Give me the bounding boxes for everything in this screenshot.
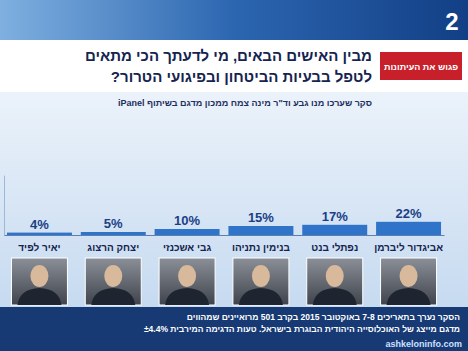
footer-band <box>0 307 468 351</box>
y-axis-line <box>4 176 5 236</box>
data-label: 17% <box>322 209 348 224</box>
bar <box>228 226 293 235</box>
x-tick-label: יאיר לפיד <box>18 242 60 253</box>
x-tick: בנימין נתניהו <box>232 235 291 253</box>
photo-frame <box>381 258 437 305</box>
data-label: 15% <box>248 210 274 225</box>
photo-frame <box>159 258 215 305</box>
title: לטפל בבעיות הביטחון ובפיגועי הטרור? <box>111 68 372 85</box>
footnote: מדגם מייצג של האוכלוסייה היהודית הבוגרת … <box>144 324 460 334</box>
data-label: 4% <box>30 217 49 232</box>
top-band <box>0 0 468 40</box>
photos <box>11 258 436 305</box>
photo-frame <box>307 258 363 305</box>
photo <box>159 258 215 305</box>
photo-frame <box>233 258 289 305</box>
photo-head <box>400 265 418 287</box>
photo <box>11 258 67 305</box>
photo-body <box>387 288 431 305</box>
bar <box>155 229 220 235</box>
x-tick: גבי אשכנזי <box>163 235 211 253</box>
data-label: 22% <box>396 206 422 221</box>
x-tick-label: נפתלי בנט <box>311 242 358 253</box>
x-tick-label: בנימין נתניהו <box>232 242 291 253</box>
photo-head <box>252 265 270 287</box>
bars <box>7 222 441 235</box>
photo-head <box>104 265 122 287</box>
bar <box>7 233 72 235</box>
panel <box>0 40 468 308</box>
channel: 2 <box>445 8 458 35</box>
x-axis-line <box>5 235 445 236</box>
bar <box>302 225 367 235</box>
y-axis <box>4 176 5 236</box>
x-tick: אביגדור ליברמן <box>374 235 443 253</box>
photo-frame <box>85 258 141 305</box>
x-tick: נפתלי בנט <box>311 235 358 253</box>
photo <box>85 258 141 305</box>
title-band <box>0 40 468 92</box>
watermark: ashkeloninfo.com <box>385 339 462 349</box>
photo <box>381 258 437 305</box>
data-label: 10% <box>174 213 200 228</box>
photo-head <box>30 265 48 287</box>
photo-body <box>313 288 357 305</box>
photo-body <box>17 288 61 305</box>
photo-head <box>178 265 196 287</box>
x-tick-label: אביגדור ליברמן <box>374 242 443 253</box>
footnote: הסקר נערך בתאריכים 7-8 באוקטובר 2015 בקר… <box>187 312 460 322</box>
x-axis: יאיר לפיד יצחק הרצוג גבי אשכנזי בנימין נתני… <box>5 235 445 253</box>
x-tick: יאיר לפיד <box>18 235 60 253</box>
photo <box>233 258 289 305</box>
bar <box>81 232 146 235</box>
title: מבין האישים הבאים, מי לדעתך הכי מתאים <box>85 47 372 64</box>
chart: 2 פגוש את העיתונות מבין האישים הבאים, מי ל… <box>0 0 468 351</box>
photo-body <box>239 288 283 305</box>
logo-box <box>380 52 462 80</box>
photo-frame <box>11 258 67 305</box>
photo <box>307 258 363 305</box>
x-tick-label: גבי אשכנזי <box>163 242 211 253</box>
x-tick: יצחק הרצוג <box>87 235 139 253</box>
data-label: 5% <box>104 216 123 231</box>
subtitle: סקר שערכו מנו גבע וד"ר מינה צמח ממכון מד… <box>118 98 372 108</box>
photo-body <box>91 288 135 305</box>
logo: פגוש את העיתונות <box>384 62 458 72</box>
data-labels: 4% 5% 10% 15% 17% 22% <box>30 206 422 232</box>
x-tick-label: יצחק הרצוג <box>87 242 139 253</box>
photo-body <box>165 288 209 305</box>
photo-head <box>326 265 344 287</box>
bar <box>376 222 441 235</box>
